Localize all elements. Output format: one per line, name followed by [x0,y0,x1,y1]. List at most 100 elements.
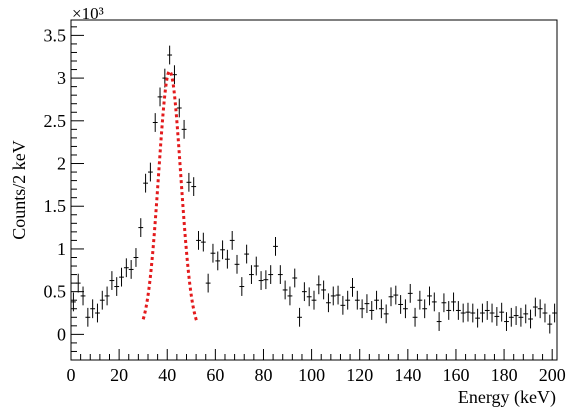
x-tick-label: 60 [206,365,224,385]
x-tick-label: 100 [298,365,325,385]
data-series [71,45,557,334]
data-point [71,292,76,312]
x-axis: 0 20 40 60 80 100 120 140 160 180 200 [67,349,566,385]
data-point [157,87,163,107]
data-point [407,283,413,303]
data-point [244,244,250,264]
data-point [427,286,432,306]
data-point [80,286,86,306]
data-point [75,273,81,293]
y-axis-label: Counts/2 keV [9,140,29,240]
data-point [167,45,173,65]
data-point [436,312,442,331]
x-tick-label: 120 [346,365,373,385]
data-point [316,275,322,295]
y-multiplier-label: ×10³ [72,4,104,23]
data-point [532,297,538,317]
data-point [143,173,148,193]
data-point [287,286,293,306]
data-point [417,290,423,310]
y-tick-label: 0.5 [44,282,67,302]
data-point [220,240,225,260]
data-point [345,290,351,310]
data-point [494,307,500,326]
data-point [480,303,485,323]
data-point [196,231,201,250]
data-point [191,177,197,196]
x-axis-label: Energy (keV) [458,387,556,407]
data-point [451,292,456,312]
data-point [398,295,404,314]
data-point [128,260,134,279]
x-tick-label: 180 [491,365,518,385]
data-point [504,312,509,331]
data-point [301,282,307,302]
data-point [335,285,341,305]
data-point [547,314,553,334]
x-tick-label: 140 [394,365,421,385]
x-tick-label: 0 [67,365,76,385]
data-point [147,162,153,182]
data-point [200,232,206,252]
data-point [297,307,302,327]
data-point [455,301,461,320]
y-tick-label: 0 [57,324,66,344]
data-point [268,265,274,284]
y-tick-label: 2.5 [44,111,67,131]
data-point [552,303,557,323]
data-point [109,271,115,290]
data-point [239,277,245,296]
data-point [378,299,384,319]
data-point [282,280,288,300]
data-point [513,306,519,325]
x-tick-label: 40 [158,365,176,385]
x-tick-label: 200 [539,365,566,385]
data-point [321,280,327,300]
data-point [369,301,375,320]
data-point [273,236,278,256]
x-tick-label: 160 [442,365,469,385]
data-point [114,277,120,296]
data-point [229,231,235,250]
data-point [90,299,96,319]
data-point [499,302,505,322]
data-point [99,290,105,310]
data-point [292,268,298,288]
y-tick-label: 3.5 [44,25,67,45]
data-point [364,294,370,314]
data-point [249,265,254,284]
data-point [508,307,514,327]
x-tick-label: 20 [110,365,128,385]
data-point [306,287,312,307]
data-point [374,290,379,310]
y-tick-label: 1.5 [44,196,67,216]
x-tick-label: 80 [254,365,272,385]
data-point [311,290,317,310]
data-point [234,254,240,274]
data-point [205,273,211,293]
data-point [528,309,533,329]
data-point [277,265,283,284]
gaussian-fit-curve [141,69,199,324]
data-point [330,286,336,306]
data-point [152,113,158,132]
data-point [537,299,543,319]
data-point [123,258,129,278]
data-point [95,303,100,323]
data-point [354,290,360,310]
data-point [475,308,481,328]
data-point [326,293,331,313]
data-point [431,292,437,312]
y-tick-label: 2 [57,154,66,174]
data-point [393,285,399,305]
data-point [489,303,495,323]
data-point [350,277,355,297]
data-point [258,271,264,290]
data-point [446,301,452,320]
data-point [484,301,490,320]
plot-frame [70,19,558,361]
data-point [138,218,144,237]
data-point [359,299,365,319]
